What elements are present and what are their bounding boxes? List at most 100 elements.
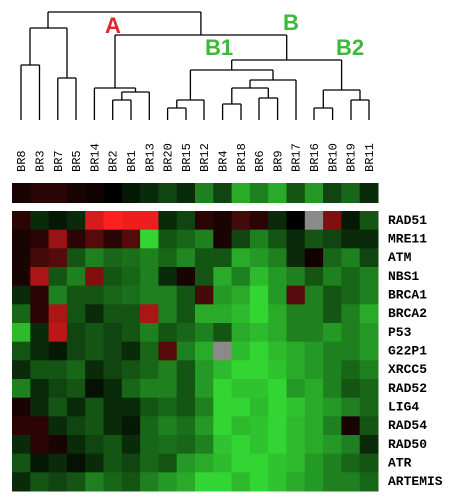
summary-cell	[213, 183, 233, 203]
heatmap-cell	[341, 360, 361, 380]
heatmap-cell	[103, 416, 123, 436]
heatmap-cell	[30, 267, 50, 287]
heatmap-cell	[304, 267, 324, 287]
heatmap-cell	[85, 453, 104, 473]
heatmap-cell	[195, 379, 214, 399]
row-label: XRCC5	[388, 362, 427, 377]
heatmap-cell	[231, 472, 251, 492]
heatmap-cell	[158, 360, 178, 380]
column-label: BR8	[15, 150, 29, 172]
heatmap-cell	[121, 304, 141, 324]
column-label: BR1	[125, 150, 139, 172]
heatmap-cell	[323, 416, 342, 436]
heatmap-cell	[103, 304, 123, 324]
heatmap-cell	[304, 397, 324, 417]
heatmap-cell	[304, 229, 324, 249]
heatmap-cell	[268, 248, 287, 268]
heatmap-cell	[268, 435, 287, 455]
heatmap-cell	[85, 379, 104, 399]
heatmap-cell	[286, 453, 306, 473]
heatmap-cell	[48, 323, 68, 343]
heatmap-cell	[121, 416, 141, 436]
heatmap-cell	[158, 416, 178, 436]
heatmap-cell	[121, 323, 141, 343]
heatmap-cell	[85, 229, 104, 249]
row-label: ARTEMIS	[388, 474, 443, 489]
heatmap-cell	[140, 453, 159, 473]
heatmap-cell	[103, 267, 123, 287]
heatmap-cell	[121, 211, 141, 231]
heatmap-cell	[304, 323, 324, 343]
heatmap-cell	[359, 267, 379, 287]
heatmap-cell	[12, 453, 31, 473]
heatmap-cell	[323, 435, 342, 455]
heatmap-cell	[48, 248, 68, 268]
heatmap-cell	[158, 453, 178, 473]
heatmap-cell	[121, 397, 141, 417]
heatmap-cell	[176, 267, 196, 287]
heatmap-cell	[304, 360, 324, 380]
heatmap-cell	[140, 360, 159, 380]
summary-cell	[103, 183, 123, 203]
heatmap-cell	[176, 472, 196, 492]
heatmap-cell	[48, 211, 68, 231]
row-label: NBS1	[388, 269, 419, 284]
heatmap-cell	[48, 472, 68, 492]
heatmap-cell	[12, 397, 31, 417]
heatmap-cell	[48, 360, 68, 380]
heatmap-cell	[231, 397, 251, 417]
summary-cell	[195, 183, 214, 203]
column-label: BR19	[345, 143, 359, 172]
heatmap-cell	[213, 360, 233, 380]
heatmap-cell	[249, 248, 269, 268]
heatmap-cell	[140, 211, 159, 231]
heatmap-cell	[12, 267, 31, 287]
column-label: BR10	[326, 143, 340, 172]
row-label: ATR	[388, 455, 412, 470]
heatmap-cell	[66, 229, 86, 249]
heatmap-cell	[85, 267, 104, 287]
row-label: RAD50	[388, 437, 427, 452]
heatmap-cell	[286, 379, 306, 399]
heatmap-cell	[323, 285, 342, 305]
heatmap-cell	[176, 341, 196, 361]
heatmap-cell	[66, 267, 86, 287]
heatmap-cell	[195, 453, 214, 473]
row-label: BRCA2	[388, 306, 427, 321]
heatmap-cell	[158, 229, 178, 249]
column-label: BR12	[198, 143, 212, 172]
heatmap-cell	[304, 211, 324, 231]
heatmap-cell	[213, 472, 233, 492]
heatmap-cell	[323, 229, 342, 249]
heatmap-cell	[195, 248, 214, 268]
summary-cell	[341, 183, 361, 203]
heatmap-cell	[176, 435, 196, 455]
summary-cell	[323, 183, 342, 203]
summary-cell	[30, 183, 50, 203]
summary-cell	[231, 183, 251, 203]
heatmap-cell	[85, 472, 104, 492]
heatmap-cell	[12, 304, 31, 324]
heatmap-cell	[359, 435, 379, 455]
heatmap-cell	[48, 416, 68, 436]
heatmap-cell	[359, 248, 379, 268]
summary-cell	[359, 183, 379, 203]
heatmap-cell	[30, 341, 50, 361]
heatmap-cell	[30, 323, 50, 343]
heatmap-cell	[12, 379, 31, 399]
heatmap-cell	[249, 341, 269, 361]
heatmap-cell	[176, 416, 196, 436]
summary-cell	[286, 183, 306, 203]
heatmap-cell	[66, 323, 86, 343]
heatmap-cell	[176, 453, 196, 473]
heatmap-cell	[304, 341, 324, 361]
heatmap-cell	[231, 304, 251, 324]
heatmap-cell	[249, 453, 269, 473]
heatmap-cell	[323, 360, 342, 380]
summary-cell	[121, 183, 141, 203]
heatmap-cell	[48, 304, 68, 324]
heatmap-cell	[323, 472, 342, 492]
heatmap-cell	[48, 397, 68, 417]
heatmap-cell	[121, 248, 141, 268]
heatmap-cell	[249, 472, 269, 492]
